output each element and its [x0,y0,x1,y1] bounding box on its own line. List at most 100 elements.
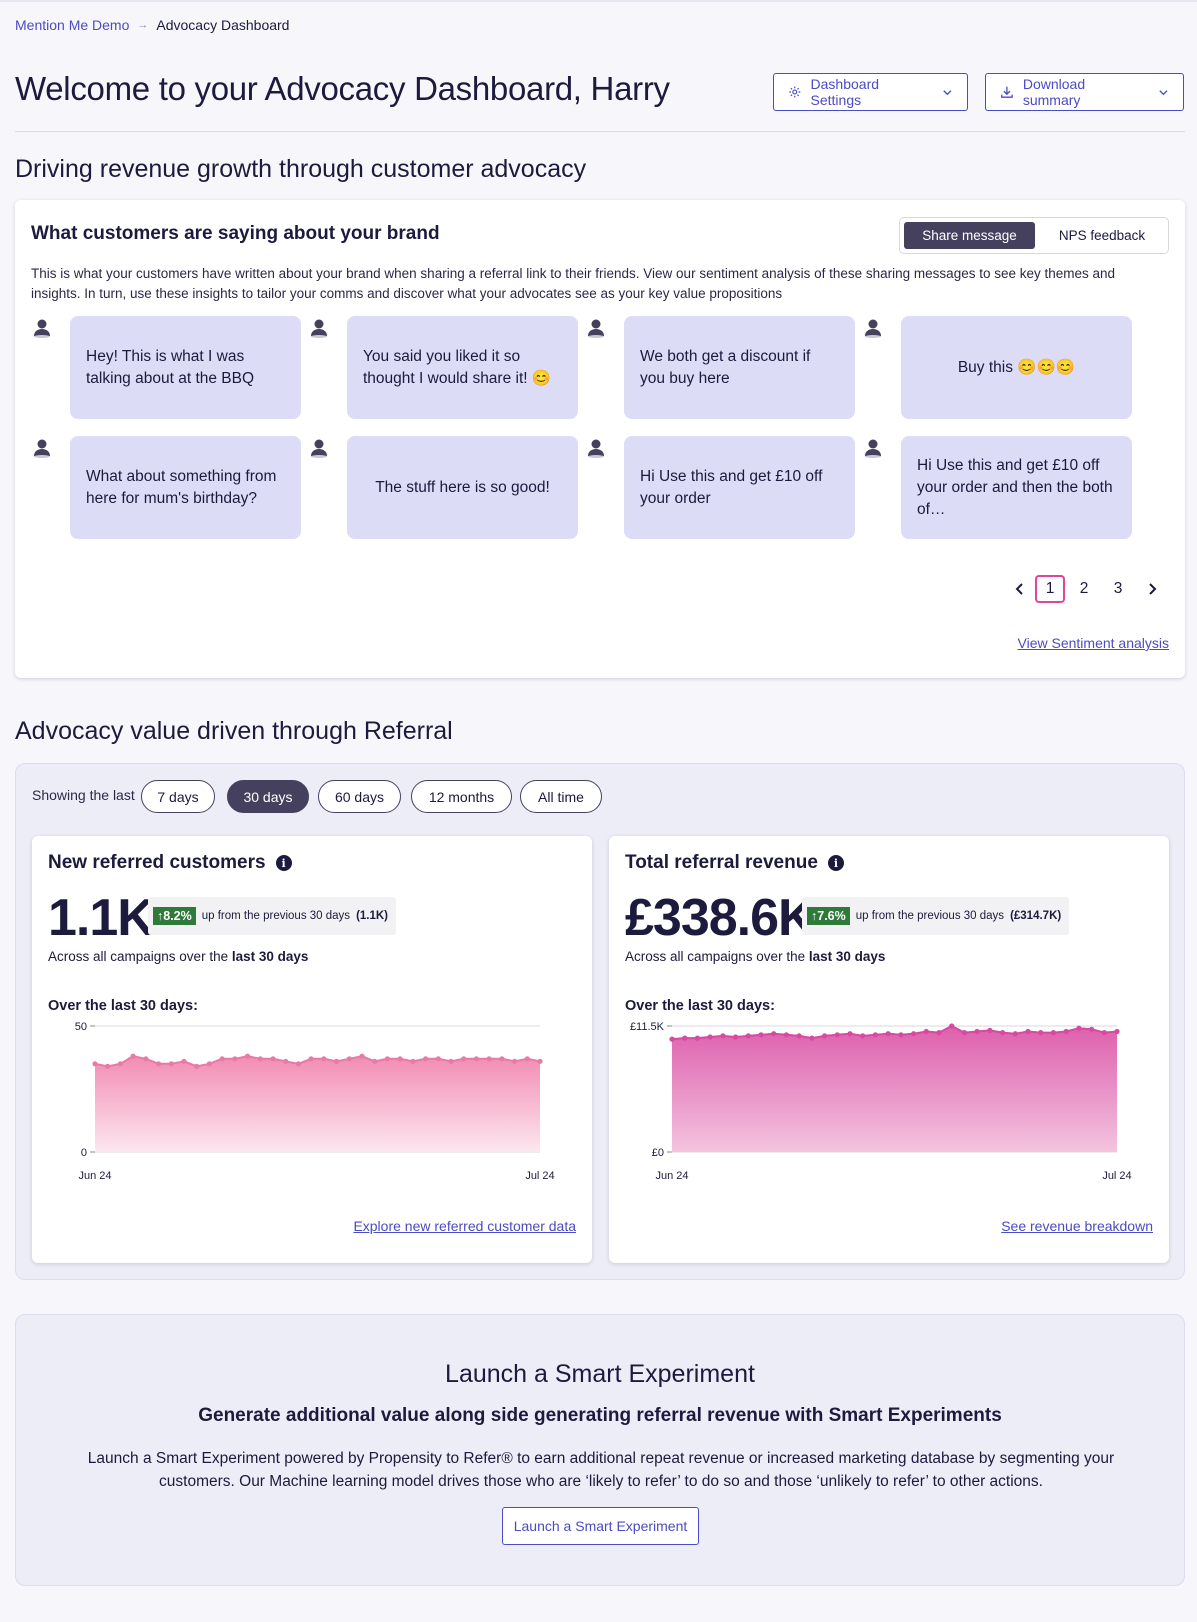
dashboard-settings-button[interactable]: Dashboard Settings [773,73,968,111]
data-point [1076,1025,1082,1031]
data-point [461,1056,467,1062]
data-point [473,1056,479,1062]
explore-customer-data-link[interactable]: Explore new referred customer data [353,1218,576,1234]
tab-nps-feedback[interactable]: NPS feedback [1058,228,1146,243]
gear-icon [789,86,801,98]
share-message-bubble: Hi Use this and get £10 off your order [624,436,855,539]
y-tick-label: £0 [652,1147,664,1159]
data-point [936,1030,942,1036]
data-point [194,1063,200,1069]
revenue-chart: £11.5K £0 Jun 24 Jul 24 [630,1021,1132,1182]
arrow-up-icon: ↑ [811,909,818,923]
data-point [783,1032,789,1038]
data-point [92,1061,98,1067]
data-point [270,1056,276,1062]
data-point [720,1033,726,1039]
user-avatar-icon [311,439,327,458]
scope-prefix: Across all campaigns over the [625,949,809,964]
download-summary-button[interactable]: Download summary [985,73,1184,111]
revenue-breakdown-link[interactable]: See revenue breakdown [1001,1218,1153,1234]
data-point [143,1056,149,1062]
data-point [949,1023,955,1029]
filter-12-months[interactable]: 12 months [411,780,512,813]
next-page-button[interactable] [1137,575,1167,603]
metric-scope-text: Across all campaigns over the last 30 da… [48,949,308,964]
data-point [1101,1030,1107,1036]
data-point [974,1028,980,1035]
breadcrumb-root-link[interactable]: Mention Me Demo [15,17,130,33]
data-point [257,1056,263,1062]
share-message-bubble: Hi Use this and get £10 off your order a… [901,436,1132,539]
share-message-bubble: Hey! This is what I was talking about at… [70,316,301,419]
share-message-bubble: You said you liked it so thought I would… [347,316,578,419]
metric-title-text: New referred customers [48,852,266,873]
tab-share-message[interactable]: Share message [904,222,1035,249]
data-point [911,1031,917,1037]
user-avatar-icon [34,439,50,458]
y-tick-label: 0 [81,1147,87,1159]
view-sentiment-analysis-link[interactable]: View Sentiment analysis [1017,635,1169,651]
data-point [1063,1028,1069,1035]
data-point [682,1035,688,1041]
chart-caption: Over the last 30 days: [48,998,198,1014]
feedback-description: This is what your customers have written… [31,266,1116,301]
filter-30-days[interactable]: 30 days [227,780,309,813]
new-customers-chart: 50 0 Jun 24 Jul 24 [75,1021,555,1182]
info-icon[interactable]: i [827,855,844,871]
scope-period: last 30 days [808,949,886,964]
data-point [397,1056,403,1062]
launch-subtitle: Generate additional value along side gen… [198,1405,1002,1426]
user-avatar-icon [865,319,881,338]
data-point [758,1032,764,1038]
chevron-right-icon [1149,583,1157,595]
section-title-referral-value: Advocacy value driven through Referral [15,717,453,745]
x-tick-label: Jun 24 [78,1170,111,1182]
x-tick-label: Jul 24 [1102,1170,1131,1182]
data-point [809,1035,815,1041]
data-point [168,1061,174,1067]
user-avatar-icon [311,319,327,338]
data-point [435,1056,441,1062]
user-avatar-icon [588,439,604,458]
data-point [1050,1030,1056,1036]
data-point [733,1034,739,1040]
data-point [669,1036,675,1042]
info-icon[interactable]: i [275,855,292,871]
data-point [834,1032,840,1038]
total-referral-revenue-card: Total referral revenue i £338.6K ↑7.6% u… [609,836,1169,1263]
data-point [219,1056,225,1062]
data-point [117,1061,123,1067]
share-message-bubble: Buy this 😊😊😊 [901,316,1132,419]
section-title-revenue-growth: Driving revenue growth through customer … [15,155,587,183]
user-avatar-icon [588,319,604,338]
smart-experiment-panel: Launch a Smart Experiment Generate addit… [15,1314,1185,1586]
data-point [384,1056,390,1062]
data-point [961,1030,967,1036]
metric-title-text: Total referral revenue [625,852,818,873]
data-point [822,1033,828,1039]
breadcrumb: Mention Me Demo → Advocacy Dashboard [15,17,289,33]
data-point [499,1056,505,1062]
page-3-button[interactable]: 3 [1113,580,1123,597]
data-point [796,1033,802,1039]
page-2-button[interactable]: 2 [1079,580,1089,597]
data-point [707,1034,713,1040]
data-point [1000,1030,1006,1036]
filter-7-days[interactable]: 7 days [141,780,215,813]
launch-smart-experiment-button[interactable]: Launch a Smart Experiment [502,1507,699,1545]
metric-title: New referred customers i [48,852,292,874]
metric-delta-badge: ↑8.2% up from the previous 30 days (1.1K… [148,897,397,935]
data-point [359,1053,365,1059]
page-1-button[interactable]: 1 [1035,575,1065,603]
filter-all-time[interactable]: All time [520,780,602,813]
data-point [524,1056,530,1062]
feedback-type-toggle: Share message NPS feedback [899,217,1169,254]
delta-percent: ↑7.6% [807,907,850,925]
data-point [537,1058,543,1064]
time-filter-label: Showing the last [32,787,135,803]
prev-page-button[interactable] [1005,575,1035,603]
delta-percent-value: 8.2% [163,909,192,923]
filter-60-days[interactable]: 60 days [318,780,401,813]
user-avatar-icon [865,439,881,458]
y-tick-label: £11.5K [630,1021,665,1033]
